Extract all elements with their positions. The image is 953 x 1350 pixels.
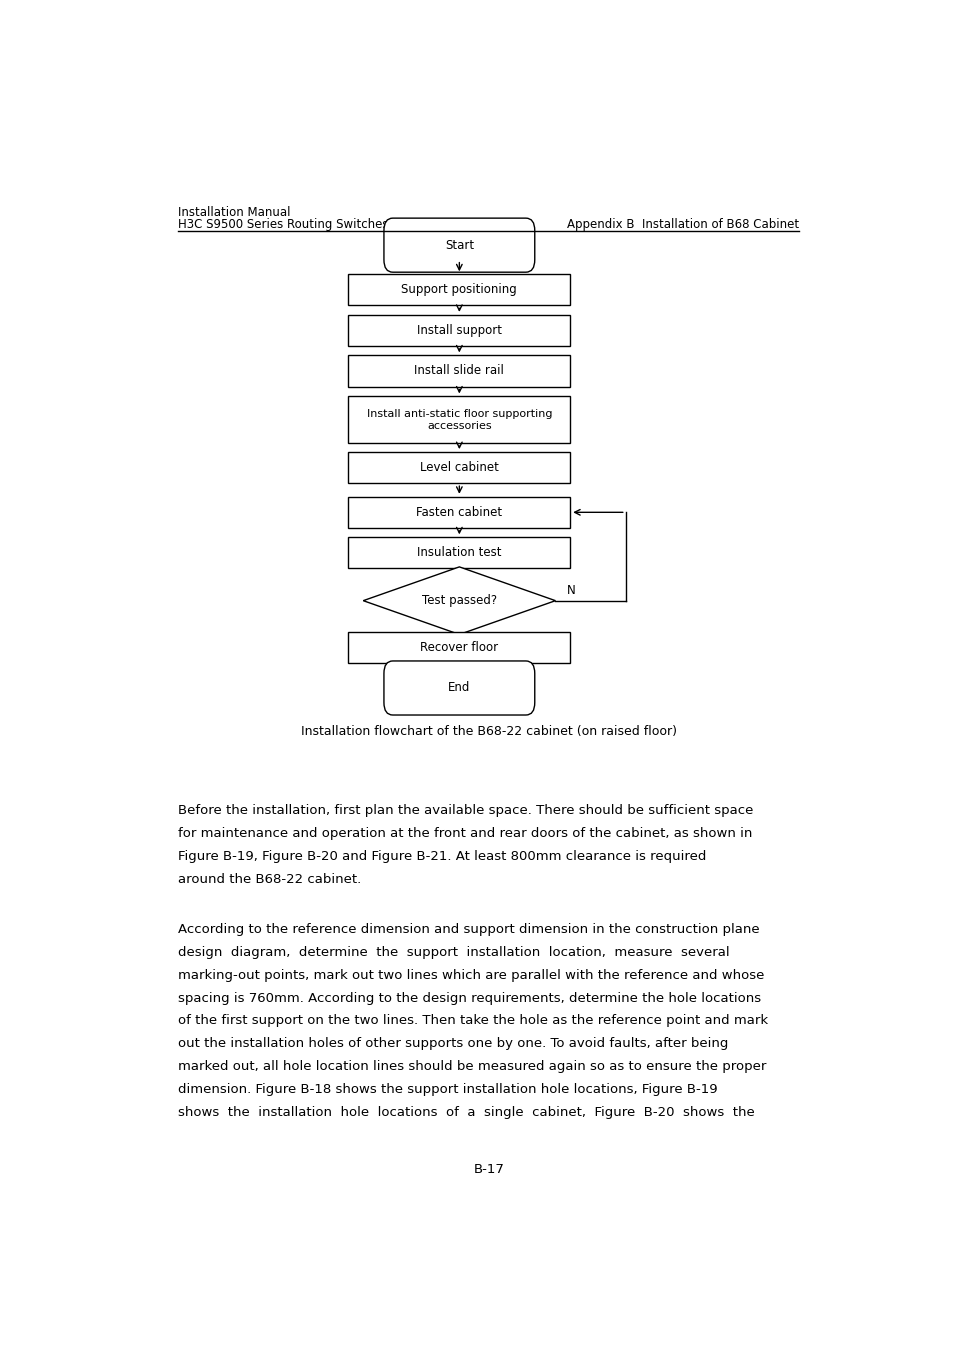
Text: spacing is 760mm. According to the design requirements, determine the hole locat: spacing is 760mm. According to the desig… [178, 991, 760, 1004]
Text: Y: Y [452, 637, 458, 649]
Text: around the B68-22 cabinet.: around the B68-22 cabinet. [178, 873, 361, 886]
Text: Figure B-19, Figure B-20 and Figure B-21. At least 800mm clearance is required: Figure B-19, Figure B-20 and Figure B-21… [178, 850, 706, 863]
Text: Test passed?: Test passed? [421, 594, 497, 608]
Text: marking-out points, mark out two lines which are parallel with the reference and: marking-out points, mark out two lines w… [178, 969, 764, 981]
Text: Install anti-static floor supporting
accessories: Install anti-static floor supporting acc… [366, 409, 552, 431]
Text: Support positioning: Support positioning [401, 284, 517, 297]
Text: Fasten cabinet: Fasten cabinet [416, 506, 502, 518]
Text: design  diagram,  determine  the  support  installation  location,  measure  sev: design diagram, determine the support in… [178, 946, 729, 958]
Text: Appendix B  Installation of B68 Cabinet: Appendix B Installation of B68 Cabinet [567, 219, 799, 231]
Text: of the first support on the two lines. Then take the hole as the reference point: of the first support on the two lines. T… [178, 1014, 768, 1027]
Text: B-17: B-17 [473, 1162, 504, 1176]
FancyBboxPatch shape [348, 397, 570, 443]
FancyBboxPatch shape [348, 632, 570, 663]
Text: dimension. Figure B-18 shows the support installation hole locations, Figure B-1: dimension. Figure B-18 shows the support… [178, 1083, 718, 1096]
Text: End: End [448, 682, 470, 694]
FancyBboxPatch shape [348, 452, 570, 483]
Text: Install support: Install support [416, 324, 501, 338]
Polygon shape [363, 567, 555, 634]
FancyBboxPatch shape [348, 537, 570, 568]
Text: Level cabinet: Level cabinet [419, 462, 498, 474]
FancyBboxPatch shape [348, 274, 570, 305]
Text: shows  the  installation  hole  locations  of  a  single  cabinet,  Figure  B-20: shows the installation hole locations of… [178, 1106, 755, 1119]
FancyBboxPatch shape [383, 662, 535, 716]
Text: for maintenance and operation at the front and rear doors of the cabinet, as sho: for maintenance and operation at the fro… [178, 828, 752, 840]
Text: Insulation test: Insulation test [416, 547, 501, 559]
Text: N: N [566, 583, 575, 597]
Text: Installation flowchart of the B68-22 cabinet (on raised floor): Installation flowchart of the B68-22 cab… [300, 725, 677, 738]
Text: Installation Manual: Installation Manual [178, 205, 291, 219]
FancyBboxPatch shape [383, 219, 535, 273]
Text: Before the installation, first plan the available space. There should be suffici: Before the installation, first plan the … [178, 805, 753, 817]
Text: marked out, all hole location lines should be measured again so as to ensure the: marked out, all hole location lines shou… [178, 1060, 766, 1073]
FancyBboxPatch shape [348, 315, 570, 346]
Text: According to the reference dimension and support dimension in the construction p: According to the reference dimension and… [178, 923, 760, 936]
Text: Recover floor: Recover floor [420, 641, 497, 653]
Text: Start: Start [444, 239, 474, 251]
FancyBboxPatch shape [348, 497, 570, 528]
FancyBboxPatch shape [348, 355, 570, 386]
Text: Install slide rail: Install slide rail [414, 364, 504, 378]
Text: out the installation holes of other supports one by one. To avoid faults, after : out the installation holes of other supp… [178, 1037, 728, 1050]
Text: H3C S9500 Series Routing Switches: H3C S9500 Series Routing Switches [178, 219, 389, 231]
